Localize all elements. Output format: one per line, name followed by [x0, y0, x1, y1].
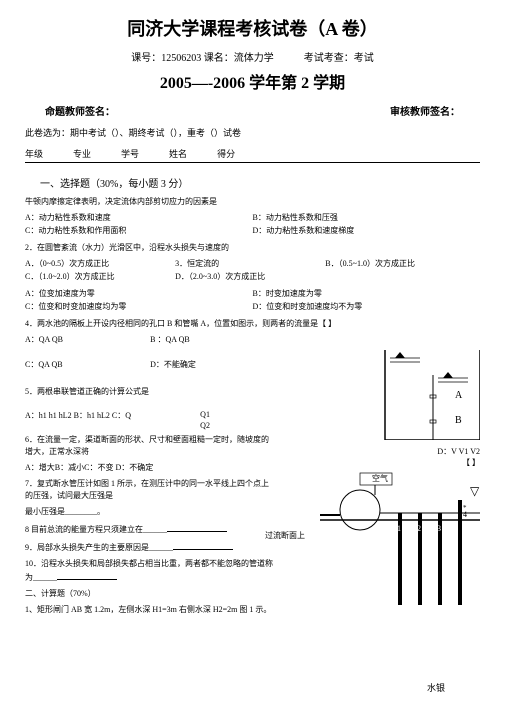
q1a: A：动力粘性系数和速度 — [25, 212, 253, 223]
q3d: D：位变和时变加速度均不为零 — [253, 301, 481, 312]
q2b: 3．恒定流的 — [175, 258, 325, 269]
q8: 8 目前总流的能量方程只须建立在______ — [25, 522, 275, 536]
q1-options: A：动力粘性系数和速度 B：动力粘性系数和压强 C：动力粘性系数和作用面积 D：… — [25, 212, 480, 238]
q5-formula: A：h1 h1 hL2 B：h1 hL2 C：Q Q1 Q2 — [25, 410, 275, 430]
q1b: B：动力粘性系数和压强 — [253, 212, 481, 223]
q7: 7．复式断水管压计如图 1 所示，在测压计中的同一水平线上四个点上的压强，试问最… — [25, 478, 275, 502]
mercury-label: 水银 — [427, 681, 445, 694]
q1: 牛顿内摩擦定律表明，决定流体内部剪切应力的因素是 — [25, 196, 480, 208]
q1c: C：动力粘性系数和作用面积 — [25, 225, 253, 236]
q5d: D：V V1 V2 — [345, 446, 480, 457]
q1d: D：动力粘性系数和速度梯度 — [253, 225, 481, 236]
q3-options: A：位变加速度为零 B：时变加速度为零 C：位变和时变加速度均为零 D：位变和时… — [25, 288, 480, 314]
paper-select: 此卷选为：期中考试（）、期终考试（），重考（）试卷 — [25, 126, 480, 139]
q10: 10．沿程水头损失和局部损失都占相当比重，两者都不能忽略的管道称为______ — [25, 558, 275, 584]
q4-options: A：QA QB B ：QA QB — [25, 334, 275, 347]
info-bar: 年级 专业 学号 姓名 得分 — [25, 147, 480, 163]
q5q2: Q2 — [200, 421, 275, 430]
signature-line: 命题教师签名： 审核教师签名： — [25, 103, 480, 118]
q2d: C．（1.0~2.0）次方成正比 — [25, 271, 175, 282]
q3b: B：时变加速度为零 — [253, 288, 481, 299]
label-b: B — [455, 415, 462, 426]
svg-text:4: 4 — [463, 510, 467, 519]
section2-title: 二、计算题（70%） — [25, 588, 275, 600]
q4d: D：不能确定 — [150, 359, 275, 370]
q4-options2: C：QA QB D：不能确定 — [25, 359, 275, 372]
air-label: 空气 — [372, 473, 388, 483]
q2a: A．（0~0.5）次方成正比 — [25, 258, 175, 269]
calc1: 1、矩形闸门 AB 宽 1.2m，左侧水深 H1=3m 右侧水深 H2=2m 图… — [25, 604, 275, 616]
grade-label: 年级 — [25, 147, 43, 160]
q2c: B．（0.5~1.0）次方成正比 — [325, 258, 475, 269]
q3c: C：位变和时变加速度均为零 — [25, 301, 253, 312]
tubes — [400, 500, 460, 605]
signer2: 审核教师签名： — [390, 103, 460, 118]
q3a: A：位变加速度为零 — [25, 288, 253, 299]
q2e: D．（2.0~3.0）次方成正比 — [175, 271, 325, 282]
svg-text:1: 1 — [397, 524, 401, 533]
exam-check: 考试考查：考试 — [304, 53, 374, 64]
semester-line: 2005—-2006 学年第 2 学期 — [25, 69, 480, 93]
q5q1: Q1 — [200, 410, 275, 421]
q9: 9．局部水头损失产生的主要原因是______ — [25, 540, 275, 554]
diagram-pump: 空气 1 2 3 * 4 ▽ — [320, 465, 480, 605]
svg-text:3: 3 — [437, 524, 441, 533]
course-text: 课号：12506203 课名：流体力学 — [131, 53, 274, 64]
q4b: B ：QA QB — [150, 334, 275, 345]
id-label: 学号 — [121, 147, 139, 160]
q4: 4．两水池的隔板上开设内径相同的孔口 B 和管嘴 A，位置如图示，则两者的流量是… — [25, 318, 480, 330]
q6: 6．在流量一定，渠道断面的形状、尺寸和壁面粗糙一定时，随坡度的增大，正常水深将 — [25, 434, 275, 458]
q7blank: 最小压强是________。 — [25, 506, 275, 518]
name-label: 姓名 — [169, 147, 187, 160]
label-a: A — [455, 390, 463, 401]
course-line: 课号：12506203 课名：流体力学 考试考查：考试 — [25, 49, 480, 64]
q2: 2．在圆管紊流（水力）光滑区中，沿程水头损失与速度的 — [25, 242, 480, 254]
q4a: A：QA QB — [25, 334, 150, 345]
q5: 5．两根串联管道正确的计算公式是 — [25, 386, 275, 398]
svg-text:2: 2 — [417, 524, 421, 533]
signer1: 命题教师签名： — [45, 103, 115, 118]
q6a: A：增大B：减小C：不变 D：不确定 — [25, 462, 275, 474]
major-label: 专业 — [73, 147, 91, 160]
flow-label: 过流断面上 — [265, 530, 305, 541]
q2-options: A．（0~0.5）次方成正比 3．恒定流的 B．（0.5~1.0）次方成正比 C… — [25, 258, 480, 284]
q4c: C：QA QB — [25, 359, 150, 370]
diagram-tank: A B D：V V1 V2 【 】 — [345, 350, 480, 440]
q5a: A：h1 h1 hL2 B：h1 hL2 C：Q — [25, 410, 200, 421]
exam-title: 同济大学课程考核试卷（A 卷） — [25, 15, 480, 41]
svg-text:▽: ▽ — [470, 484, 480, 498]
score-label: 得分 — [217, 147, 235, 160]
section1-title: 一、选择题（30%，每小题 3 分） — [25, 175, 480, 190]
